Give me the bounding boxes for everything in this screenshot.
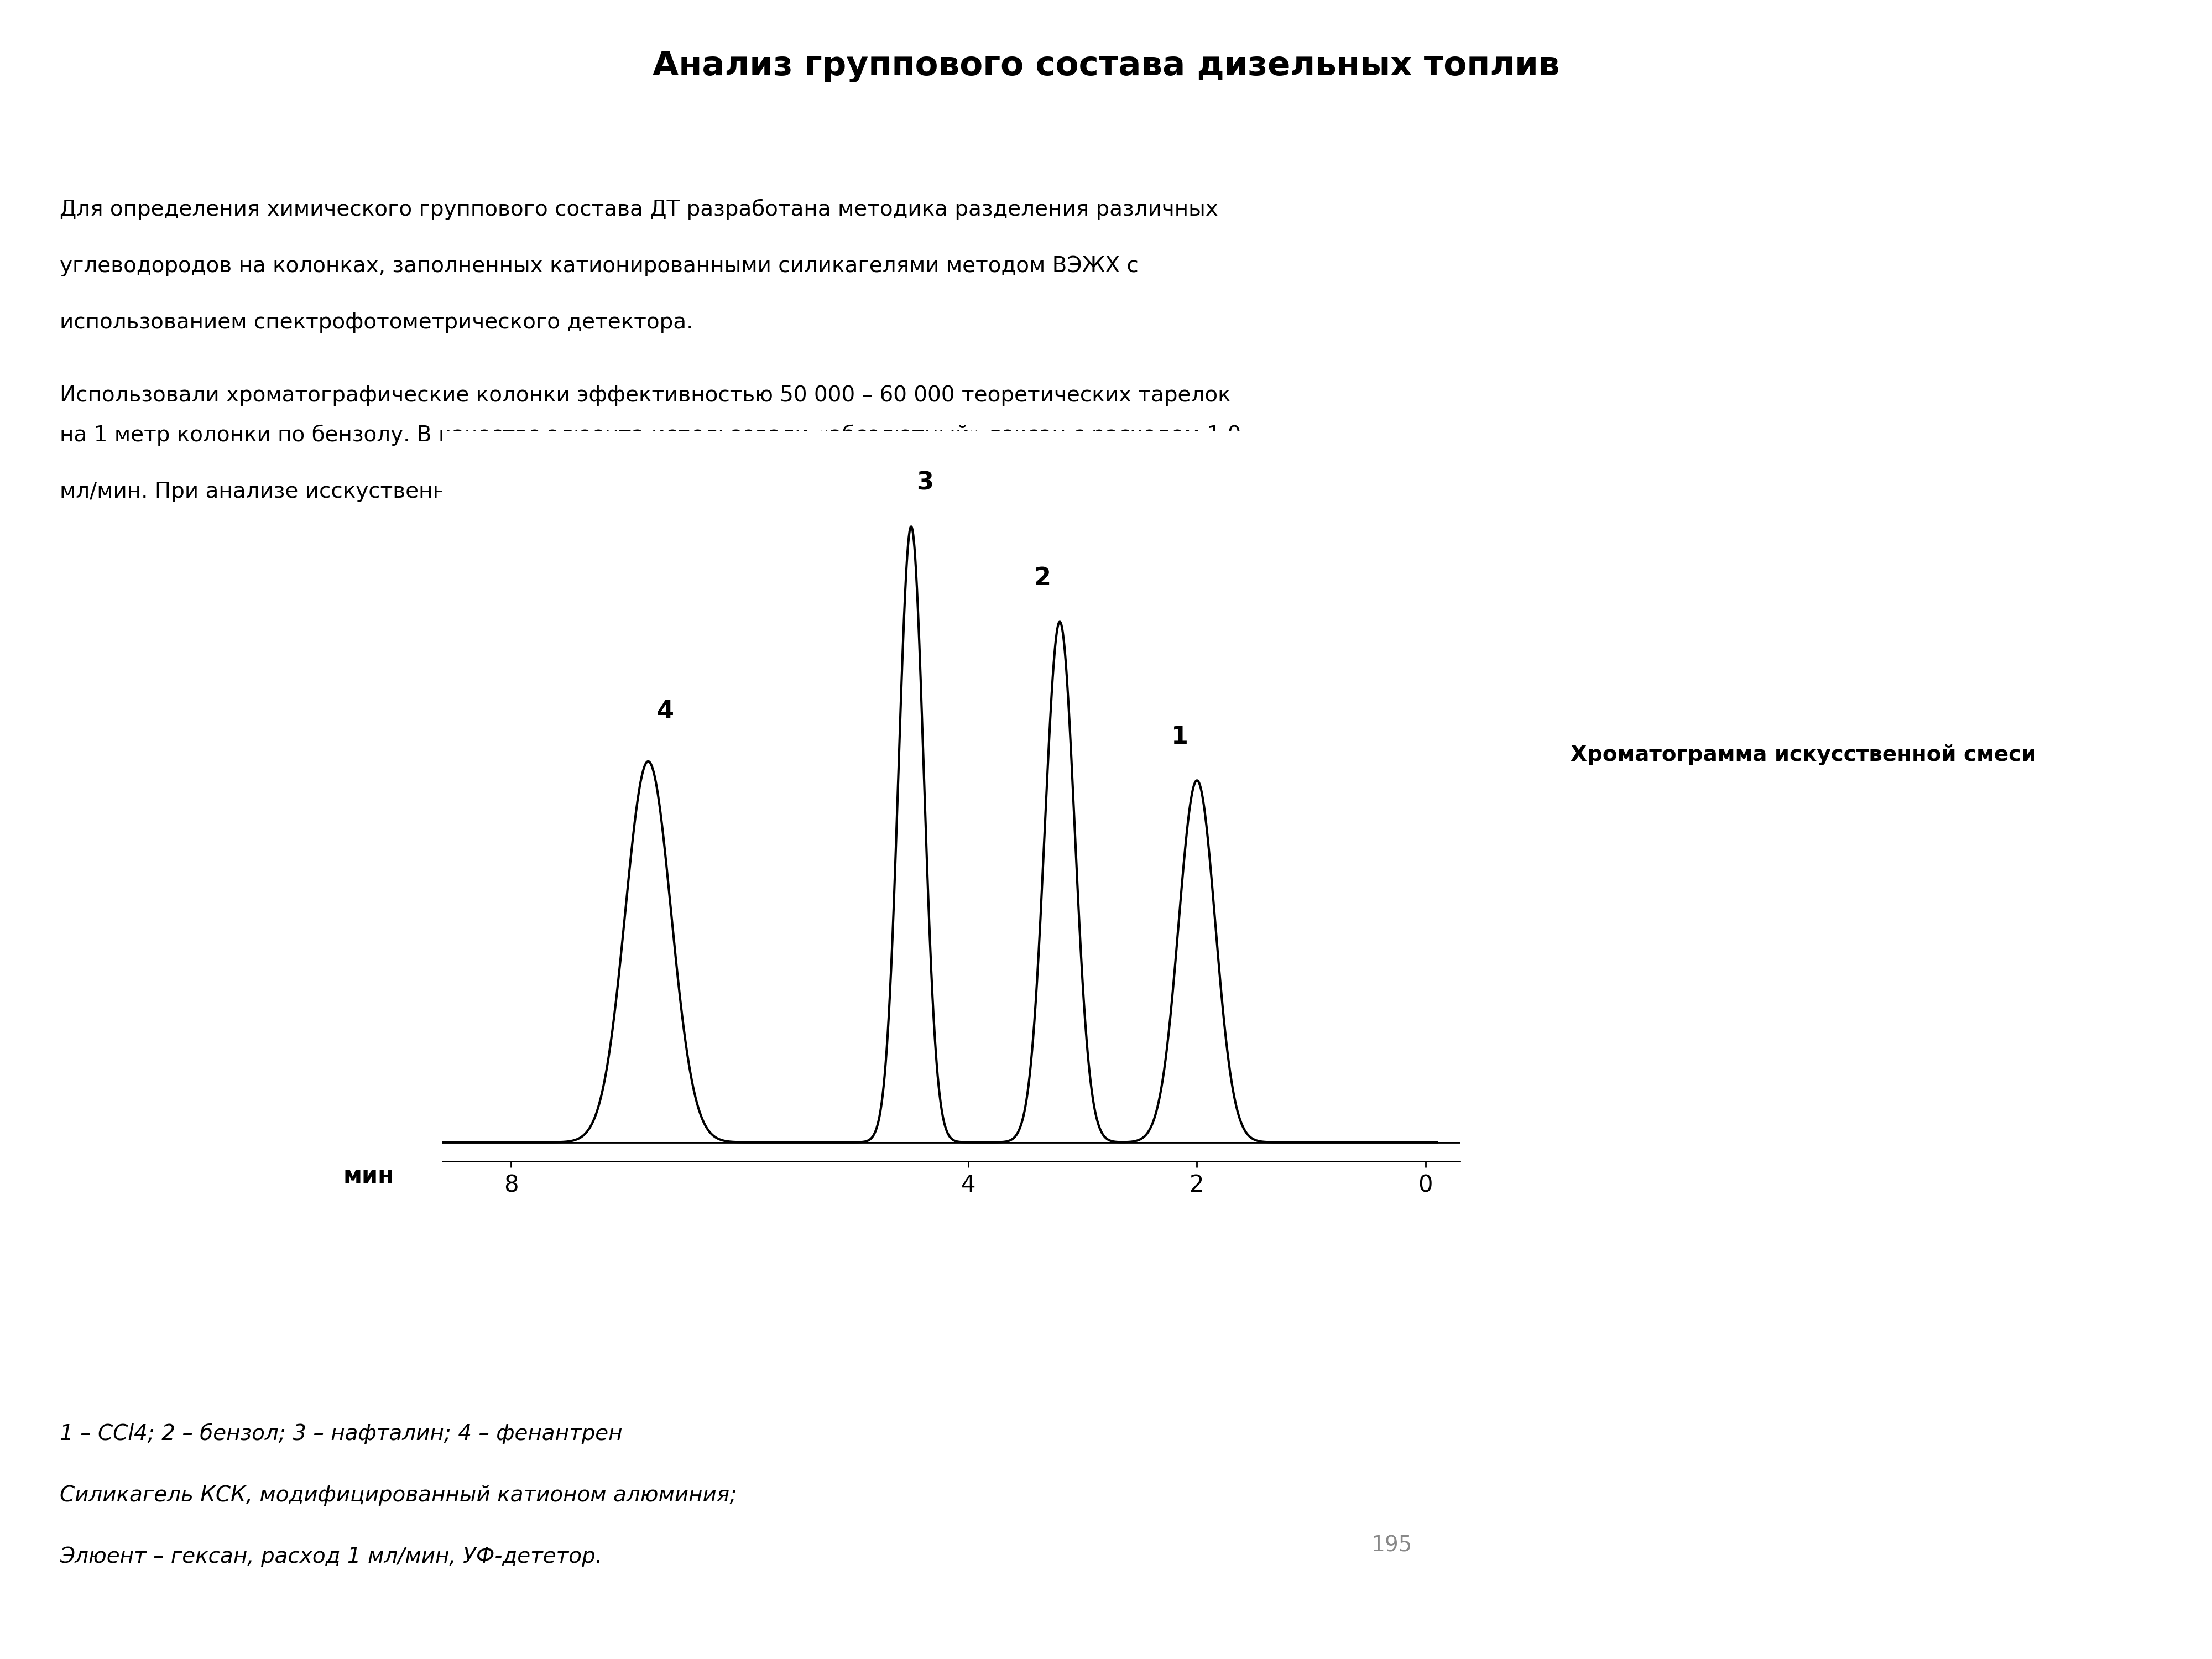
Text: 4: 4 <box>657 700 675 723</box>
Text: мин: мин <box>343 1165 394 1188</box>
Text: Хроматограмма искусственной смеси: Хроматограмма искусственной смеси <box>1571 745 2037 765</box>
Text: мл/мин. При анализе исскуственной смеси было достигнуто хорошее разделение: мл/мин. При анализе исскуственной смеси … <box>60 481 995 503</box>
Text: Анализ группового состава дизельных топлив: Анализ группового состава дизельных топл… <box>653 50 1559 83</box>
Text: Элюент – гексан, расход 1 мл/мин, УФ-дететор.: Элюент – гексан, расход 1 мл/мин, УФ-дет… <box>60 1546 602 1568</box>
Text: 2: 2 <box>1033 566 1051 591</box>
Text: 1: 1 <box>1170 725 1188 748</box>
Text: использованием спектрофотометрического детектора.: использованием спектрофотометрического д… <box>60 312 692 333</box>
Text: Для определения химического группового состава ДТ разработана методика разделени: Для определения химического группового с… <box>60 199 1219 221</box>
Text: на 1 метр колонки по бензолу. В качестве элюента использовали «абсолютный» гекса: на 1 метр колонки по бензолу. В качестве… <box>60 425 1241 446</box>
Text: 3: 3 <box>916 471 933 494</box>
Text: Силикагель КСК, модифицированный катионом алюминия;: Силикагель КСК, модифицированный катионо… <box>60 1485 737 1506</box>
Text: Использовали хроматографические колонки эффективностью 50 000 – 60 000 теоретиче: Использовали хроматографические колонки … <box>60 385 1230 406</box>
Text: 195: 195 <box>1371 1535 1413 1556</box>
Text: 1 – CCl4; 2 – бензол; 3 – нафталин; 4 – фенантрен: 1 – CCl4; 2 – бензол; 3 – нафталин; 4 – … <box>60 1423 622 1445</box>
Text: углеводородов на колонках, заполненных катионированными силикагелями методом ВЭЖ: углеводородов на колонках, заполненных к… <box>60 255 1139 277</box>
